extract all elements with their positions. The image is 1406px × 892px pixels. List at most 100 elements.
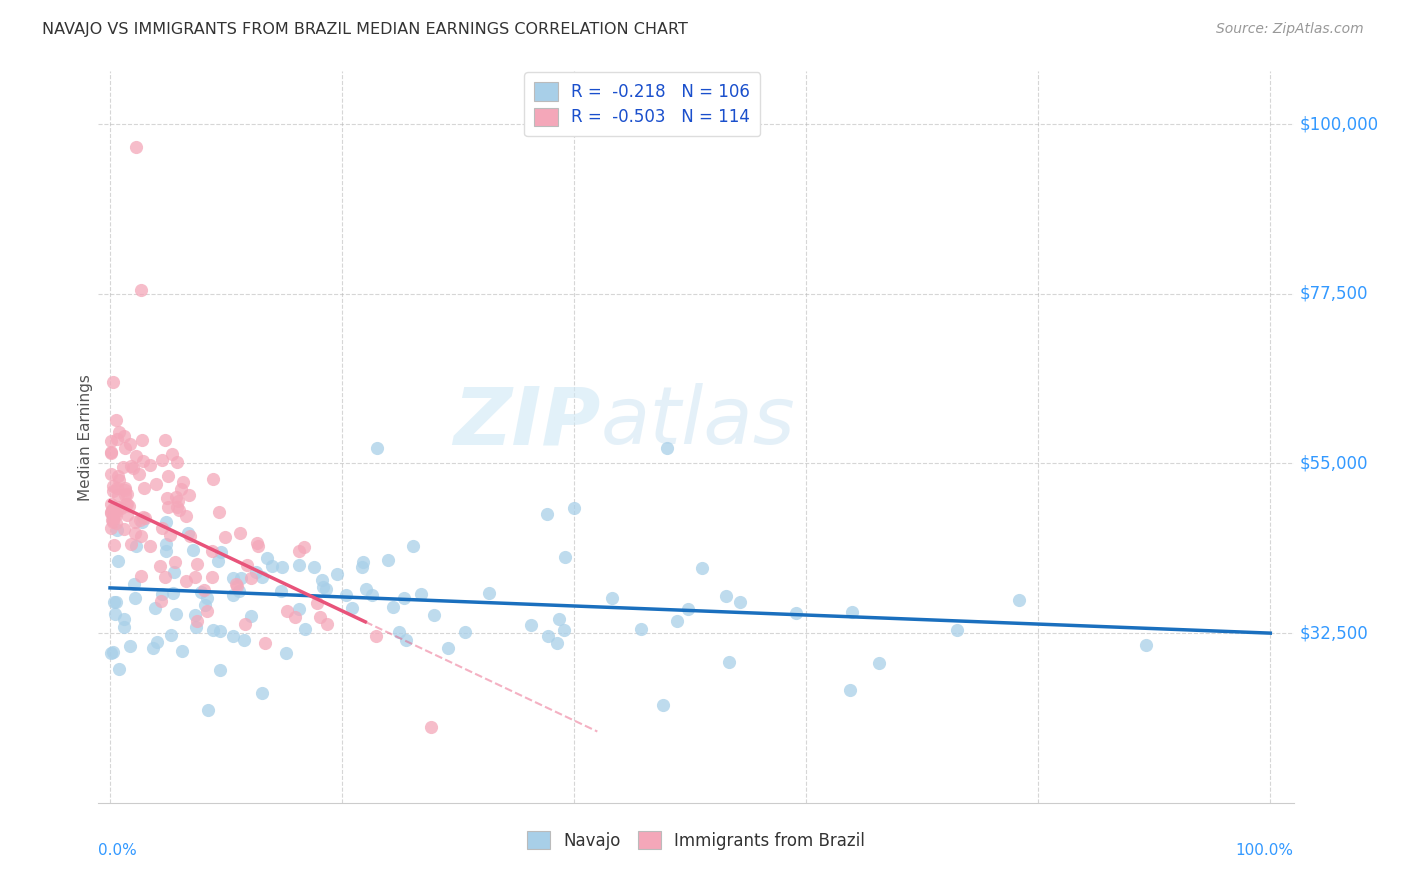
Point [335,588,357,602]
Point [153,570,176,584]
Point [422,608,444,623]
Point [209,545,232,559]
Point [172,644,194,658]
Point [120,537,142,551]
Point [270,560,292,574]
Point [132,481,155,495]
Point [149,594,172,608]
Point [256,551,278,566]
Text: Source: ZipAtlas.com: Source: ZipAtlas.com [1216,22,1364,37]
Point [564,500,586,515]
Point [101,375,124,389]
Point [129,513,152,527]
Point [288,543,311,558]
Point [270,584,292,599]
Point [478,585,501,599]
Point [120,639,142,653]
Point [131,515,153,529]
Point [209,663,232,677]
Point [177,526,200,541]
Point [292,540,315,554]
Y-axis label: Median Earnings: Median Earnings [77,374,93,500]
Point [202,623,225,637]
Point [350,560,373,574]
Point [153,433,176,447]
Point [388,625,411,640]
Point [112,620,135,634]
Point [145,477,167,491]
Point [186,557,208,571]
Point [284,610,307,624]
Point [294,622,316,636]
Point [245,565,267,579]
Text: ZIP: ZIP [453,384,600,461]
Legend: Navajo, Immigrants from Brazil: Navajo, Immigrants from Brazil [520,824,872,856]
Point [253,636,276,650]
Text: $77,500: $77,500 [1299,285,1368,302]
Point [868,656,890,670]
Point [159,528,181,542]
Point [115,497,138,511]
Point [103,595,125,609]
Point [546,635,568,649]
Point [167,493,190,508]
Point [103,484,125,499]
Point [100,513,122,527]
Point [536,507,558,521]
Point [239,608,262,623]
Point [717,655,740,669]
Point [150,453,173,467]
Point [108,662,131,676]
Point [103,501,125,516]
Point [553,623,575,637]
Point [108,473,131,487]
Point [124,140,146,154]
Point [112,522,135,536]
Point [104,607,127,621]
Point [366,442,388,456]
Point [156,500,179,514]
Point [252,686,274,700]
Point [382,600,405,615]
Point [201,570,224,584]
Text: atlas: atlas [600,384,796,461]
Point [117,508,139,523]
Point [222,571,245,585]
Point [194,598,217,612]
Point [131,510,153,524]
Point [167,503,190,517]
Point [690,561,713,575]
Point [134,511,156,525]
Point [537,629,560,643]
Point [114,483,136,497]
Point [262,559,284,574]
Point [103,511,125,525]
Point [395,633,418,648]
Point [678,601,700,615]
Point [184,608,207,623]
Point [352,555,374,569]
Point [225,579,247,593]
Point [287,558,309,573]
Point [104,508,127,522]
Point [104,516,127,531]
Point [112,612,135,626]
Point [228,584,250,599]
Point [520,618,543,632]
Point [101,515,124,529]
Point [202,471,225,485]
Point [364,629,387,643]
Point [110,501,132,516]
Point [342,600,364,615]
Point [105,523,128,537]
Point [165,607,187,622]
Point [186,615,208,629]
Point [652,698,675,713]
Point [239,571,262,585]
Point [162,586,184,600]
Point [730,595,752,609]
Point [159,628,181,642]
Point [149,558,172,573]
Point [288,602,311,616]
Point [166,500,188,515]
